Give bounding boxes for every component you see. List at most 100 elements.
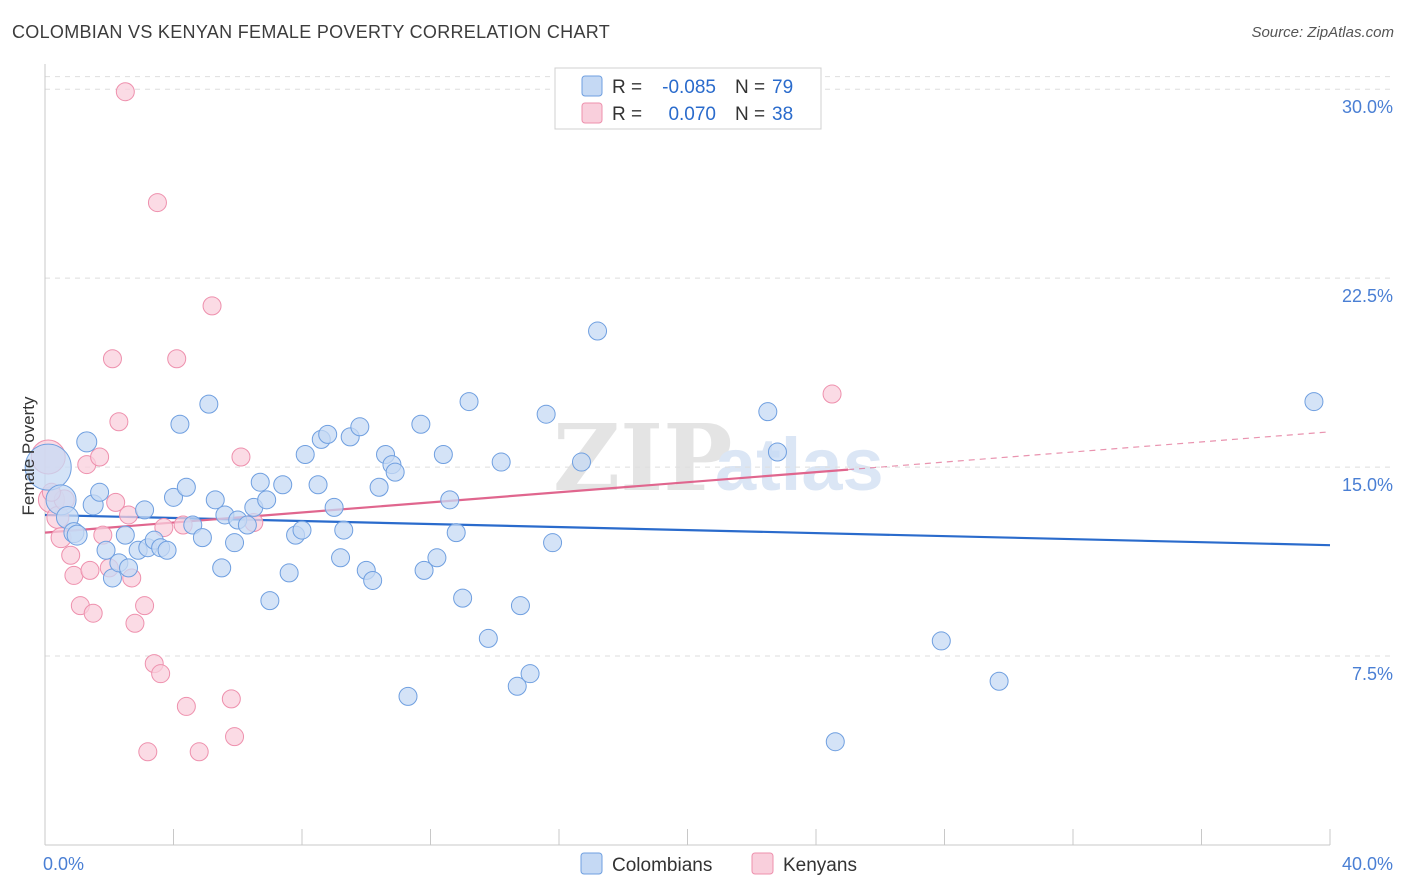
kenyan-point [115, 82, 135, 102]
kenyan-point [102, 349, 122, 369]
legend-swatch-colombians [581, 75, 603, 97]
kenyan-point [822, 384, 842, 404]
colombian-point [192, 528, 212, 548]
colombian-point [411, 414, 431, 434]
colombian-point [507, 676, 527, 696]
colombian-point [157, 540, 177, 560]
colombian-point [398, 686, 418, 706]
legend-swatch-kenyans [581, 102, 603, 124]
y-tick-label: 22.5% [1342, 286, 1393, 306]
legend-n-value-colombians: 79 [772, 77, 793, 98]
colombian-point [324, 497, 344, 517]
legend-n-label-colombians: N = [735, 77, 765, 98]
colombian-point [90, 482, 110, 502]
legend-bottom: Colombians Kenyans [580, 852, 857, 876]
colombian-point [273, 475, 293, 495]
colombian-point [433, 445, 453, 464]
colombian-point [510, 596, 530, 616]
colombian-point [164, 487, 183, 507]
legend-r-label-kenyans: R = [612, 104, 642, 125]
legend-top: R = -0.085 N = 79 R = 0.070 N = 38 [554, 67, 822, 130]
colombian-point [183, 515, 203, 535]
colombian-point [176, 477, 196, 497]
colombian-point [96, 540, 116, 560]
colombian-point [350, 417, 370, 437]
legend-r-value-kenyans: 0.070 [668, 104, 716, 125]
kenyan-point [151, 664, 171, 684]
kenyan-point [125, 613, 145, 633]
kenyan-point [202, 296, 222, 316]
colombian-point [331, 548, 351, 568]
legend-bottom-label-colombians: Colombians [612, 855, 712, 876]
colombian-point [453, 588, 473, 608]
colombian-point [363, 570, 383, 590]
colombian-point [279, 563, 299, 583]
kenyan-point [189, 742, 209, 762]
colombian-point [989, 671, 1009, 691]
colombian-point [446, 523, 466, 543]
colombian-point [758, 402, 778, 422]
colombian-point [212, 558, 232, 578]
kenyan-point [64, 565, 84, 585]
y-tick-label: 7.5% [1352, 664, 1393, 684]
legend-n-value-kenyans: 38 [772, 104, 793, 125]
colombian-point [225, 533, 245, 553]
y-tick-label: 15.0% [1342, 475, 1393, 495]
kenyan-point [167, 349, 187, 369]
gridlines [45, 76, 1393, 657]
legend-bottom-swatch-kenyans [751, 852, 774, 875]
kenyan-point [109, 412, 129, 432]
colombian-point [76, 431, 98, 453]
legend-bottom-label-kenyans: Kenyans [783, 855, 857, 876]
kenyan-point [154, 518, 174, 538]
kenyan-point [147, 193, 167, 213]
kenyans-trend-extension [848, 431, 1331, 471]
colombian-point [115, 525, 135, 545]
chart-title: COLOMBIAN VS KENYAN FEMALE POVERTY CORRE… [12, 22, 611, 42]
watermark-atlas: atlas [715, 423, 884, 506]
colombian-point [318, 424, 338, 444]
colombian-point [334, 520, 354, 540]
colombian-point [931, 631, 951, 651]
legend-r-value-colombians: -0.085 [662, 77, 716, 98]
kenyan-point [221, 689, 241, 709]
colombian-point [170, 414, 190, 434]
colombian-point [767, 442, 787, 462]
colombian-point [369, 477, 389, 497]
colombian-point [1304, 392, 1324, 412]
tick-labels: 7.5% 15.0% 22.5% 30.0% 0.0% 40.0% [43, 97, 1393, 874]
chart-source: Source: ZipAtlas.com [1251, 24, 1394, 41]
y-axis-label: Female Poverty [19, 396, 38, 516]
colombian-point [205, 490, 225, 510]
colombian-point [199, 394, 219, 414]
colombian-point [24, 443, 72, 491]
legend-r-label-colombians: R = [612, 77, 642, 98]
kenyan-point [83, 603, 103, 623]
x-tick-label: 40.0% [1342, 854, 1393, 874]
colombian-point [260, 591, 280, 611]
kenyan-point [138, 742, 158, 762]
colombian-point [520, 664, 540, 684]
colombian-point [250, 472, 270, 492]
colombian-point [536, 404, 556, 424]
colombian-point [135, 500, 155, 520]
colombian-point [414, 560, 434, 580]
colombian-point [257, 490, 277, 510]
colombian-point [119, 558, 139, 578]
kenyan-point [176, 696, 196, 716]
y-tick-label: 30.0% [1342, 97, 1393, 117]
colombian-point [308, 475, 328, 495]
legend-n-label-kenyans: N = [735, 104, 765, 125]
colombian-point [385, 462, 405, 482]
colombian-point [588, 321, 608, 341]
kenyan-point [225, 727, 245, 747]
colombian-point [459, 392, 479, 412]
kenyan-point [231, 447, 251, 467]
colombian-point [295, 445, 315, 464]
kenyan-point [135, 596, 155, 616]
colombian-point [543, 533, 563, 553]
colombian-point [427, 548, 447, 568]
kenyan-point [119, 505, 139, 525]
kenyan-point [90, 447, 110, 467]
